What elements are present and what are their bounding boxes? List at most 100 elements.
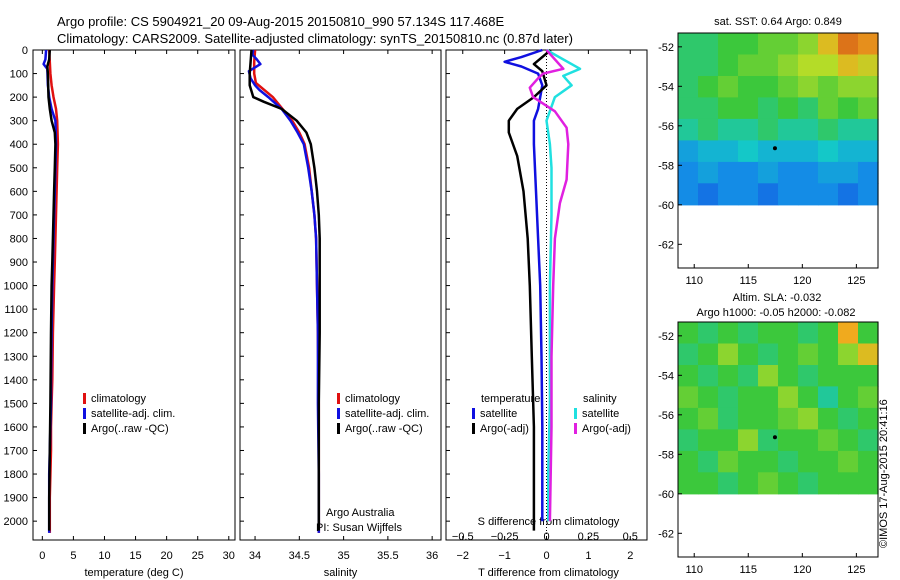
sla-map-lon-tick-label: 110 — [685, 564, 703, 576]
sst-map-lon-tick-label: 125 — [847, 275, 865, 287]
sst-map-cell — [778, 76, 799, 99]
sst-map-cell — [698, 33, 719, 56]
depth-tick-label: 700 — [10, 210, 28, 222]
sst-map-cell — [838, 33, 859, 56]
differences-legend-label: satellite — [582, 408, 619, 420]
sst-map-lat-tick-label: -52 — [658, 42, 674, 54]
sla-map-cell — [718, 429, 739, 452]
depth-tick-label: 300 — [10, 116, 28, 128]
sla-map-cell — [838, 365, 859, 388]
sla-map-cell — [758, 472, 779, 495]
sla-map-lat-tick-label: -52 — [658, 331, 674, 343]
imos-stamp: ©IMOS 17-Aug-2015 20:41:16 — [878, 399, 890, 548]
sla-map-cell — [778, 407, 799, 430]
sst-map-lon-tick-label: 120 — [793, 275, 811, 287]
sla-map-cell — [698, 322, 719, 345]
differences-legend-label: Argo(-adj) — [480, 423, 529, 435]
differences-legend-swatch — [574, 423, 577, 434]
sla-map-cell — [858, 365, 879, 388]
sla-map-cell — [678, 429, 699, 452]
salinity-legend-swatch — [337, 408, 340, 419]
sst-map-cell — [758, 33, 779, 56]
sst-map-cell — [738, 97, 759, 120]
sla-map-cell — [718, 450, 739, 473]
sst-map-cell — [838, 97, 859, 120]
sla-map-cell — [858, 407, 879, 430]
temperature-legend-label: Argo(..raw -QC) — [91, 423, 169, 435]
differences-x-tick-label: −2 — [456, 550, 469, 562]
sla-map-cell — [798, 429, 819, 452]
sla-map-cell — [818, 407, 839, 430]
sst-map-cell — [698, 140, 719, 163]
sla-map-cell — [758, 365, 779, 388]
sla-map-cell — [838, 450, 859, 473]
salinity-x-tick-label: 34.5 — [289, 550, 310, 562]
depth-tick-label: 1100 — [4, 304, 28, 316]
header-line-2: Climatology: CARS2009. Satellite-adjuste… — [57, 31, 573, 46]
depth-tick-label: 200 — [10, 92, 28, 104]
sst-map-cell — [678, 76, 699, 99]
temperature-legend-swatch — [83, 393, 86, 404]
depth-tick-label: 1300 — [4, 351, 28, 363]
temperature-x-tick-label: 20 — [161, 550, 173, 562]
sst-map-cell — [838, 118, 859, 141]
salinity-annotation-line: Argo Australia — [326, 507, 395, 519]
sst-map-cell — [798, 183, 819, 206]
sla-map-cell — [778, 365, 799, 388]
sst-map-cell — [718, 54, 739, 77]
sst-map-lat-tick-label: -60 — [658, 200, 674, 212]
differences-legend-title: temperature — [481, 393, 540, 405]
sst-map-lat-tick-label: -56 — [658, 121, 674, 133]
sst-map-cell — [738, 183, 759, 206]
depth-tick-label: 800 — [10, 233, 28, 245]
sst-map-cell — [718, 118, 739, 141]
depth-tick-label: 400 — [10, 139, 28, 151]
sst-map-cell — [818, 97, 839, 120]
sst-map-cell — [838, 54, 859, 77]
sla-map-cell — [758, 343, 779, 366]
temperature-x-tick-label: 25 — [192, 550, 204, 562]
sst-map-title: sat. SST: 0.64 Argo: 0.849 — [714, 16, 842, 28]
sla-map-lon-tick-label: 125 — [847, 564, 865, 576]
sst-map-cell — [798, 54, 819, 77]
temperature-legend-swatch — [83, 423, 86, 434]
differences-series-line — [503, 48, 544, 522]
header-line-1: Argo profile: CS 5904921_20 09-Aug-2015 … — [57, 14, 505, 29]
sla-map-cell — [678, 386, 699, 409]
sst-map-cell — [738, 54, 759, 77]
depth-tick-label: 1500 — [4, 398, 28, 410]
depth-tick-label: 0 — [22, 45, 28, 57]
sst-map-cell — [818, 76, 839, 99]
sla-map-cell — [738, 386, 759, 409]
sla-map-cell — [818, 365, 839, 388]
sla-map-cell — [718, 343, 739, 366]
sla-map-cell — [818, 450, 839, 473]
sst-map-lat-tick-label: -54 — [658, 81, 674, 93]
depth-tick-label: 1200 — [4, 328, 28, 340]
sst-map-cell — [798, 161, 819, 184]
differences-legend-label: satellite — [480, 408, 517, 420]
sla-map-cell — [738, 472, 759, 495]
differences-t-axis-label: T difference from climatology — [478, 567, 619, 579]
sla-map-cell — [718, 322, 739, 345]
sst-map-cell — [698, 97, 719, 120]
sst-map-cell — [718, 33, 739, 56]
sla-map-cell — [678, 365, 699, 388]
sla-map-cell — [858, 322, 879, 345]
temperature-legend-swatch — [83, 408, 86, 419]
salinity-x-tick-label: 35 — [337, 550, 349, 562]
salinity-axis-label: salinity — [324, 567, 358, 579]
sla-map-cell — [738, 450, 759, 473]
sst-map-cell — [718, 97, 739, 120]
sst-map-cell — [818, 183, 839, 206]
sst-map-cell — [718, 183, 739, 206]
sla-map-cell — [738, 365, 759, 388]
depth-tick-label: 1400 — [4, 375, 28, 387]
differences-series-line — [545, 48, 582, 522]
sst-map-cell — [758, 161, 779, 184]
differences-x-tick-label: 1 — [585, 550, 591, 562]
sla-map-cell — [778, 343, 799, 366]
sst-map-cell — [738, 140, 759, 163]
differences-series-line — [507, 49, 552, 531]
sst-map-cell — [718, 140, 739, 163]
